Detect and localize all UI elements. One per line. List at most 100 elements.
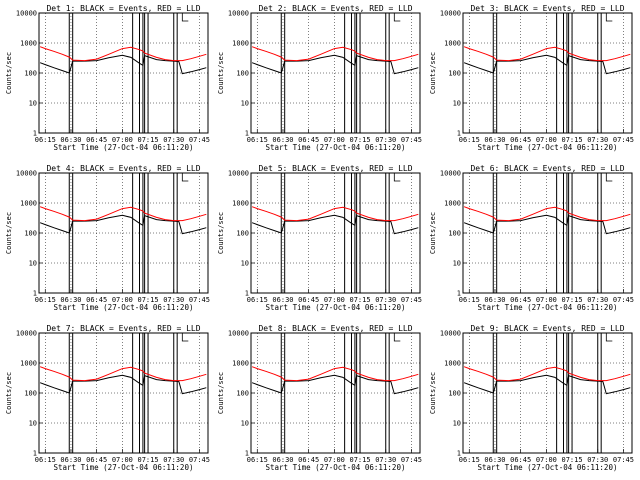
x-tick-label: 06:30	[484, 296, 505, 304]
x-tick-label: 07:45	[189, 296, 210, 304]
y-tick-label: 1	[457, 130, 461, 138]
x-axis-label: Start Time (27-Oct-04 06:11:20)	[266, 143, 406, 152]
y-tick-label: 1	[457, 450, 461, 458]
x-tick-label: 07:15	[562, 136, 583, 144]
y-tick-label: 10	[29, 100, 37, 108]
y-axis-label: Counts/sec	[217, 52, 225, 94]
chart-panel-2: Det 2: BLACK = Events, RED = LLD 06:15 06:…	[217, 4, 422, 152]
y-axis-label: Counts/sec	[5, 212, 13, 254]
x-tick-label: 06:30	[484, 456, 505, 464]
x-tick-label: 06:15	[35, 136, 56, 144]
y-tick-label: 100	[24, 70, 37, 78]
x-tick-label: 06:15	[459, 456, 480, 464]
x-tick-label: 07:30	[375, 456, 396, 464]
x-tick-label: 07:00	[536, 296, 557, 304]
chart-title: Det 1: BLACK = Events, RED = LLD	[46, 4, 200, 13]
x-tick-label: 06:45	[298, 296, 319, 304]
y-tick-label: 1000	[232, 40, 249, 48]
x-tick-label: 07:00	[536, 456, 557, 464]
x-tick-label: 07:45	[401, 456, 422, 464]
x-tick-label: 06:45	[510, 136, 531, 144]
lld-series-line	[463, 46, 631, 62]
chart-title: Det 3: BLACK = Events, RED = LLD	[470, 4, 624, 13]
chart-title: Det 2: BLACK = Events, RED = LLD	[258, 4, 412, 13]
x-tick-label: 07:15	[138, 136, 159, 144]
x-tick-label: 07:30	[163, 136, 184, 144]
x-tick-label: 06:30	[484, 136, 505, 144]
y-tick-label: 1000	[444, 40, 461, 48]
y-tick-label: 1	[33, 290, 37, 298]
y-tick-label: 10	[241, 260, 249, 268]
y-tick-label: 1000	[20, 200, 37, 208]
lld-series-line	[251, 46, 419, 62]
bracket-mark	[393, 13, 401, 22]
y-tick-label: 100	[448, 70, 461, 78]
chart-panel-7: Det 7: BLACK = Events, RED = LLD 06:15 06:…	[5, 324, 210, 472]
x-tick-label: 07:15	[350, 136, 371, 144]
y-tick-label: 100	[236, 390, 249, 398]
x-tick-label: 07:15	[138, 456, 159, 464]
x-axis-label: Start Time (27-Oct-04 06:11:20)	[478, 143, 618, 152]
x-tick-label: 07:45	[613, 296, 634, 304]
x-tick-label: 07:00	[112, 456, 133, 464]
x-tick-label: 06:15	[247, 296, 268, 304]
x-tick-label: 07:15	[562, 456, 583, 464]
x-tick-label: 07:45	[613, 456, 634, 464]
lld-series-line	[251, 366, 419, 382]
x-axis-label: Start Time (27-Oct-04 06:11:20)	[266, 303, 406, 312]
y-tick-label: 1000	[444, 360, 461, 368]
y-axis-label: Counts/sec	[217, 212, 225, 254]
plot-frame	[250, 332, 421, 454]
y-tick-label: 1	[245, 290, 249, 298]
x-tick-label: 07:30	[587, 296, 608, 304]
y-axis-label: Counts/sec	[429, 372, 437, 414]
events-series-line	[251, 54, 419, 75]
plot-frame	[38, 332, 209, 454]
x-tick-label: 07:00	[324, 456, 345, 464]
x-tick-label: 06:45	[86, 136, 107, 144]
chart-title: Det 4: BLACK = Events, RED = LLD	[46, 164, 200, 173]
y-tick-label: 100	[236, 70, 249, 78]
chart-panel-6: Det 6: BLACK = Events, RED = LLD 06:15 06:…	[429, 164, 634, 312]
x-tick-label: 07:30	[375, 136, 396, 144]
x-axis-label: Start Time (27-Oct-04 06:11:20)	[478, 303, 618, 312]
chart-panel-1: Det 1: BLACK = Events, RED = LLD 06:15 06:…	[5, 4, 210, 152]
x-tick-label: 07:45	[401, 136, 422, 144]
x-tick-label: 07:30	[375, 296, 396, 304]
chart-panel-8: Det 8: BLACK = Events, RED = LLD 06:15 06:…	[217, 324, 422, 472]
x-tick-label: 06:15	[459, 296, 480, 304]
plot-frame	[462, 12, 633, 134]
bracket-mark	[393, 173, 401, 182]
y-tick-label: 10	[29, 420, 37, 428]
x-tick-label: 07:30	[163, 456, 184, 464]
plot-frame	[462, 172, 633, 294]
bracket-mark	[181, 173, 189, 182]
y-tick-label: 10	[241, 100, 249, 108]
x-tick-label: 06:45	[298, 136, 319, 144]
y-axis-label: Counts/sec	[429, 212, 437, 254]
y-tick-label: 10000	[16, 330, 37, 338]
x-tick-label: 07:15	[138, 296, 159, 304]
events-series-line	[251, 214, 419, 235]
x-tick-label: 06:45	[86, 296, 107, 304]
x-tick-label: 06:30	[272, 456, 293, 464]
x-tick-label: 06:15	[35, 296, 56, 304]
y-tick-label: 1000	[444, 200, 461, 208]
y-tick-label: 10	[453, 420, 461, 428]
x-tick-label: 07:45	[401, 296, 422, 304]
x-tick-label: 07:45	[613, 136, 634, 144]
chart-title: Det 9: BLACK = Events, RED = LLD	[470, 324, 624, 333]
y-tick-label: 1	[457, 290, 461, 298]
y-tick-label: 10000	[228, 10, 249, 18]
x-tick-label: 07:15	[350, 456, 371, 464]
x-tick-label: 07:15	[350, 296, 371, 304]
bracket-mark	[181, 13, 189, 22]
x-tick-label: 06:45	[86, 456, 107, 464]
x-axis-label: Start Time (27-Oct-04 06:11:20)	[54, 463, 194, 472]
events-series-line	[463, 214, 631, 235]
chart-panel-5: Det 5: BLACK = Events, RED = LLD 06:15 06:…	[217, 164, 422, 312]
plot-frame	[38, 172, 209, 294]
events-series-line	[39, 214, 207, 235]
x-tick-label: 06:15	[459, 136, 480, 144]
y-tick-label: 1	[33, 130, 37, 138]
